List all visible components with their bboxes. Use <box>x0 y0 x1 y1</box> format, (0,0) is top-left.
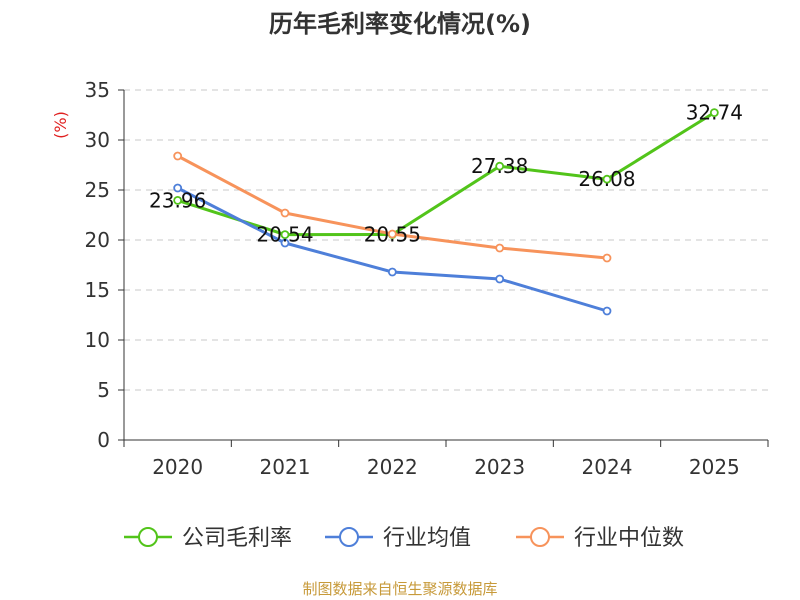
data-label-2022: 20.55 <box>364 223 421 247</box>
legend-swatch-marker <box>530 527 550 547</box>
x-tick-label-2021: 2021 <box>260 455 311 479</box>
point-2-2022 <box>387 229 397 239</box>
legend-label: 公司毛利率 <box>182 526 292 551</box>
legend-item-2[interactable]: 行业中位数 <box>516 526 684 551</box>
data-label-2024: 26.08 <box>578 167 635 191</box>
data-label-2025: 32.74 <box>686 101 743 125</box>
legend-label: 行业均值 <box>383 526 471 551</box>
source-note: 制图数据来自恒生聚源数据库 <box>302 580 497 598</box>
legend-swatch-marker <box>339 527 359 547</box>
data-label-2023: 27.38 <box>471 154 528 178</box>
y-tick-label-30: 30 <box>85 128 110 152</box>
data-label-2020: 23.96 <box>149 188 206 212</box>
point-1-2022 <box>387 267 397 277</box>
chart-title: 历年毛利率变化情况(%) <box>269 10 531 38</box>
y-tick-label-20: 20 <box>85 228 110 252</box>
point-0-2023 <box>495 161 505 171</box>
data-labels: 23.96 20.54 20.55 27.38 26.08 32.74 <box>149 101 743 247</box>
x-tick-label-2023: 2023 <box>474 455 525 479</box>
x-tick-label-2020: 2020 <box>152 455 203 479</box>
legend-swatch-marker <box>138 527 158 547</box>
y-tick-label-10: 10 <box>85 328 110 352</box>
x-tick-label-2024: 2024 <box>582 455 633 479</box>
legend-item-1[interactable]: 行业均值 <box>325 526 471 551</box>
x-tick-label-2022: 2022 <box>367 455 418 479</box>
series <box>173 108 719 316</box>
legend: 公司毛利率 行业均值 行业中位数 <box>124 526 684 551</box>
y-tick-label-15: 15 <box>85 278 110 302</box>
series-line-0 <box>177 111 716 237</box>
x-tick-label-2025: 2025 <box>689 455 740 479</box>
point-1-2020 <box>173 183 183 193</box>
point-1-2023 <box>495 274 505 284</box>
point-1-2024 <box>602 306 612 316</box>
point-2-2024 <box>602 253 612 263</box>
point-2-2021 <box>280 208 290 218</box>
data-label-2021: 20.54 <box>256 223 313 247</box>
point-2-2023 <box>495 243 505 253</box>
y-tick-label-0: 0 <box>97 428 110 452</box>
point-0-2020 <box>173 195 183 205</box>
point-0-2025 <box>709 108 719 117</box>
point-0-2021 <box>280 230 290 240</box>
y-tick-label-5: 5 <box>97 378 110 402</box>
y-axis-label: (%) <box>51 111 70 139</box>
point-1-2021 <box>280 238 290 248</box>
y-tick-label-35: 35 <box>85 78 110 102</box>
series-line-1 <box>176 186 608 313</box>
legend-item-0[interactable]: 公司毛利率 <box>124 526 292 551</box>
legend-label: 行业中位数 <box>574 526 684 551</box>
point-2-2020 <box>173 151 183 161</box>
y-tick-label-25: 25 <box>85 178 110 202</box>
point-0-2024 <box>602 174 612 184</box>
